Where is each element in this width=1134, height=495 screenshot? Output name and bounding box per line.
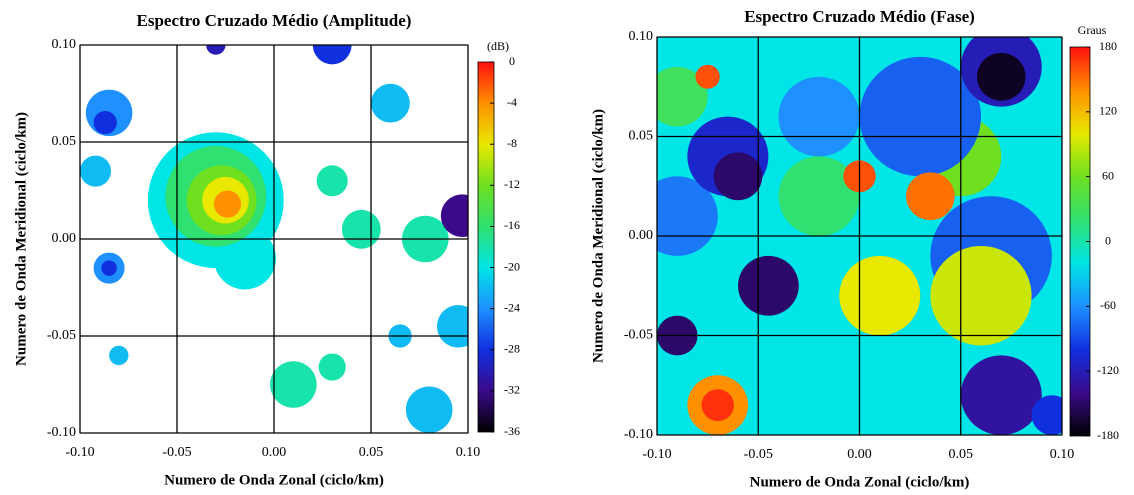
contour-region bbox=[976, 52, 1026, 101]
y-tick-label: 0.00 bbox=[629, 228, 654, 243]
contour-region bbox=[738, 255, 799, 316]
contour-region bbox=[695, 64, 720, 89]
colorbar-tick-label: -20 bbox=[504, 259, 520, 273]
colorbar-tick-label: -36 bbox=[504, 424, 520, 438]
x-tick-label: 0.10 bbox=[456, 445, 481, 460]
contour-region bbox=[318, 353, 346, 381]
contour-region bbox=[312, 45, 352, 65]
contour-region bbox=[93, 110, 117, 135]
x-tick-label: -0.05 bbox=[744, 447, 773, 462]
x-axis-label: Numero de Onda Zonal (ciclo/km) bbox=[164, 472, 384, 488]
x-tick-label: 0.00 bbox=[847, 447, 872, 462]
x-tick-label: 0.05 bbox=[359, 445, 384, 460]
contour-chart: -0.10 -0.05 0.00 0.05 0.10 -0.10 -0.05 0.00 0.05… bbox=[13, 11, 520, 489]
x-tick-label: -0.10 bbox=[642, 447, 671, 462]
y-tick-label: 0.05 bbox=[52, 134, 77, 149]
colorbar-tick-label: 120 bbox=[1099, 104, 1117, 118]
contour-region bbox=[906, 172, 955, 221]
contour-region bbox=[859, 56, 981, 177]
chart-title: Espectro Cruzado Médio (Fase) bbox=[744, 7, 975, 26]
contour-region bbox=[839, 255, 921, 336]
colorbar-tick-label: -32 bbox=[504, 383, 520, 397]
contour-region bbox=[930, 245, 1032, 346]
colorbar-tick-label: -16 bbox=[504, 218, 520, 232]
contour-region bbox=[206, 45, 226, 55]
x-tick-label: -0.05 bbox=[162, 445, 191, 460]
contour-region bbox=[713, 152, 763, 201]
colorbar bbox=[477, 61, 495, 433]
contour-region bbox=[109, 345, 129, 366]
x-axis-label: Numero de Onda Zonal (ciclo/km) bbox=[750, 474, 970, 490]
colorbar-tick-label: -180 bbox=[1097, 428, 1119, 442]
contour-region bbox=[960, 355, 1042, 435]
plot-area bbox=[657, 37, 1062, 435]
contour-region bbox=[80, 155, 112, 187]
contour-region bbox=[436, 304, 468, 348]
colorbar-tick-label: 0 bbox=[509, 54, 515, 68]
y-tick-label: 0.00 bbox=[52, 231, 77, 246]
contour-region bbox=[657, 66, 708, 127]
contour-region bbox=[371, 83, 410, 123]
x-tick-label: -0.10 bbox=[65, 445, 94, 460]
y-axis-label: Numero de Onda Meridional (ciclo/km) bbox=[590, 109, 606, 363]
contour-region bbox=[701, 389, 734, 422]
y-tick-label: -0.10 bbox=[47, 425, 76, 440]
colorbar-label: Graus bbox=[1078, 23, 1107, 37]
x-tick-label: 0.10 bbox=[1050, 447, 1075, 462]
contour-region bbox=[316, 165, 348, 197]
y-tick-label: -0.10 bbox=[624, 427, 653, 442]
contour-region bbox=[270, 361, 317, 408]
plot-frame bbox=[79, 44, 469, 434]
x-tick-label: 0.05 bbox=[949, 447, 974, 462]
colorbar-tick-label: -12 bbox=[504, 177, 520, 191]
contour-region bbox=[1031, 395, 1062, 435]
y-tick-label: 0.05 bbox=[629, 129, 654, 144]
colorbar-tick-label: -120 bbox=[1097, 363, 1119, 377]
x-tick-label: 0.00 bbox=[262, 445, 287, 460]
colorbar-tick-label: -8 bbox=[507, 136, 517, 150]
contour-region bbox=[778, 156, 860, 236]
chart-title: Espectro Cruzado Médio (Amplitude) bbox=[137, 11, 412, 30]
colorbar-tick-label: -28 bbox=[504, 342, 520, 356]
contour-region bbox=[440, 194, 468, 238]
y-tick-label: -0.05 bbox=[47, 328, 76, 343]
y-tick-label: 0.10 bbox=[629, 29, 654, 44]
contour-region bbox=[341, 209, 381, 249]
colorbar-tick-label: -4 bbox=[507, 95, 517, 109]
contour-region bbox=[213, 190, 242, 218]
colorbar-tick-label: 0 bbox=[1105, 233, 1111, 247]
colorbar-tick-label: 60 bbox=[1102, 168, 1114, 182]
y-tick-label: 0.10 bbox=[52, 37, 77, 52]
colorbar-tick-label: 180 bbox=[1099, 39, 1117, 53]
contour-region bbox=[778, 76, 860, 157]
colorbar-tick-label: -60 bbox=[1100, 298, 1116, 312]
y-tick-label: -0.05 bbox=[624, 328, 653, 343]
contour-region bbox=[101, 260, 117, 276]
contour-region bbox=[405, 386, 453, 433]
colorbar-tick-label: -24 bbox=[504, 300, 520, 314]
contour-chart: -0.10 -0.05 0.00 0.05 0.10 -0.10 -0.05 0.00 0.05… bbox=[590, 7, 1119, 491]
colorbar-label: (dB) bbox=[487, 39, 509, 53]
plot-area bbox=[80, 45, 468, 433]
y-axis-label: Numero de Onda Meridional (ciclo/km) bbox=[13, 112, 29, 366]
plot-frame bbox=[656, 36, 1063, 436]
